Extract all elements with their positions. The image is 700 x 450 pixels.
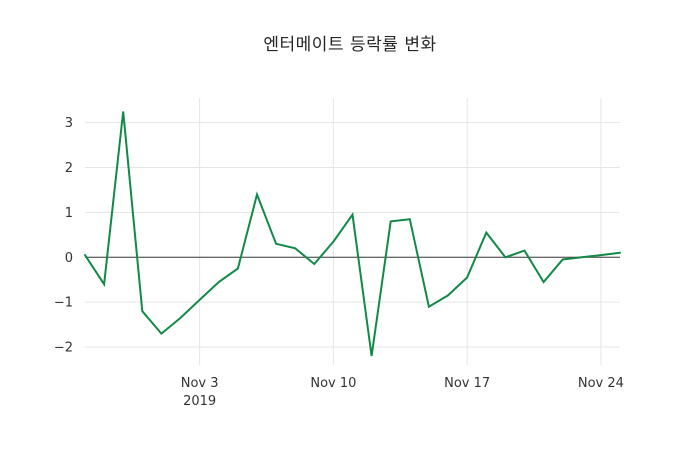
y-tick-label: 3: [65, 116, 73, 131]
chart-title: 엔터메이트 등락률 변화: [263, 35, 437, 55]
series-line: [84, 111, 621, 357]
x-tick-label: Nov 10: [310, 376, 356, 391]
y-tick-label: 2: [65, 161, 73, 176]
x-tick-label: Nov 24: [578, 376, 624, 391]
x-tick-label: Nov 17: [444, 376, 490, 391]
y-tick-label: −2: [54, 341, 73, 356]
y-tick-label: 0: [65, 251, 73, 266]
y-tick-label: −1: [54, 296, 73, 311]
x-tick-label: Nov 3: [181, 376, 219, 391]
y-tick-label: 1: [65, 206, 73, 221]
x-tick-sublabel: 2019: [183, 394, 216, 409]
